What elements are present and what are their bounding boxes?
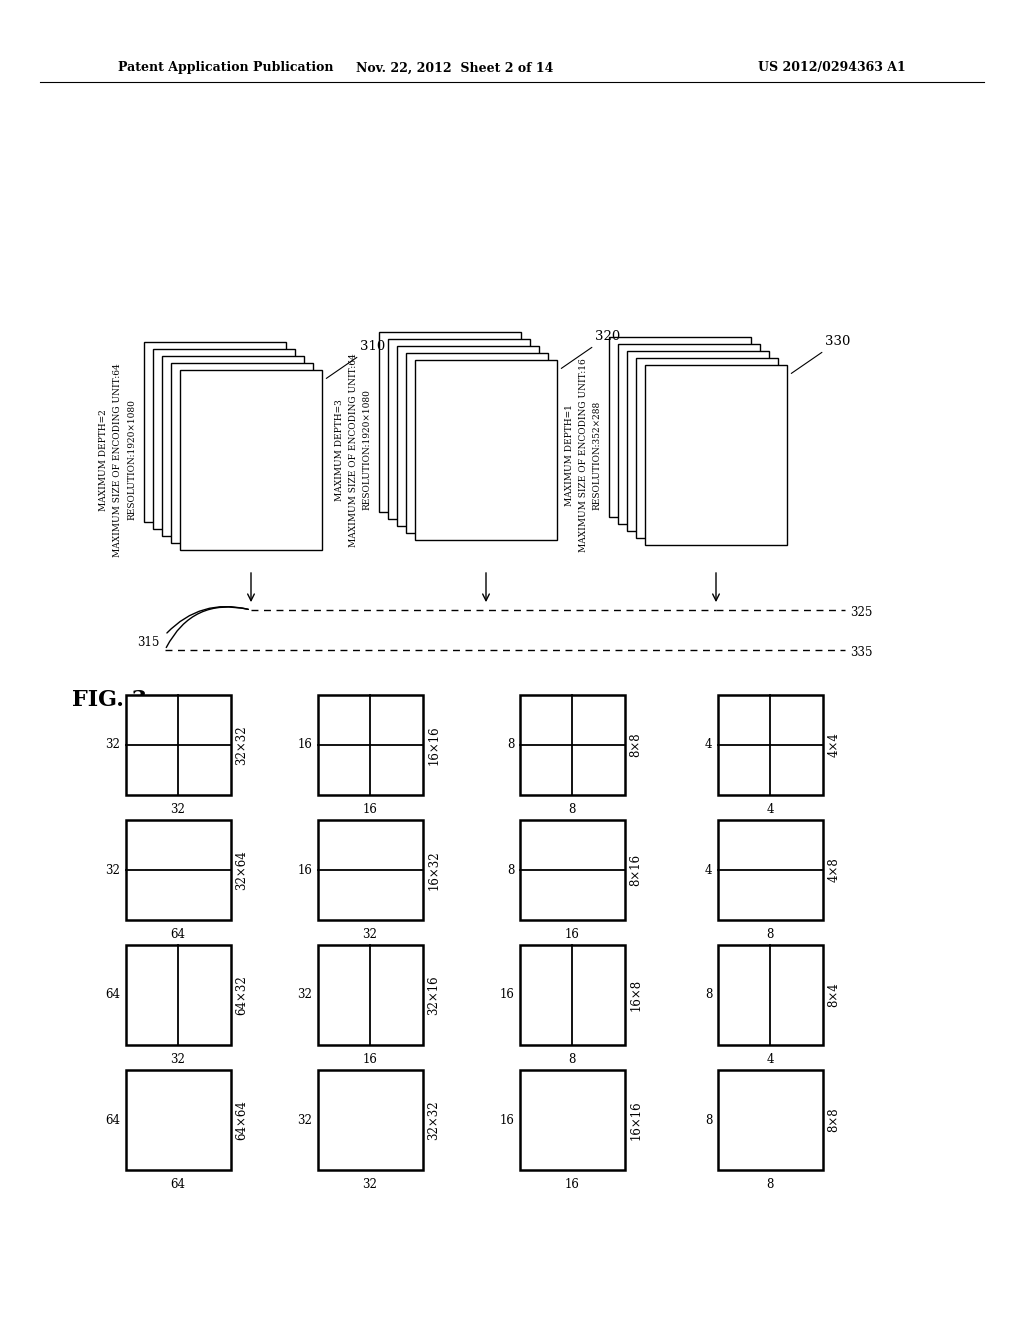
Bar — [317, 1071, 423, 1170]
Bar — [126, 1071, 230, 1170]
Text: 16: 16 — [362, 1053, 378, 1067]
Text: 64: 64 — [171, 928, 185, 941]
Bar — [718, 696, 822, 795]
Text: 310: 310 — [327, 341, 385, 379]
Bar — [519, 1071, 625, 1170]
Text: 4×8: 4×8 — [827, 858, 841, 882]
Bar — [519, 696, 625, 795]
Text: 32: 32 — [105, 738, 121, 751]
Text: 4: 4 — [705, 738, 713, 751]
Text: 32×32: 32×32 — [427, 1100, 440, 1139]
Text: 4: 4 — [766, 1053, 774, 1067]
Text: 8×16: 8×16 — [630, 854, 642, 886]
Bar — [627, 351, 769, 531]
Text: RESOLUTION:1920×1080: RESOLUTION:1920×1080 — [362, 389, 372, 511]
Text: 16: 16 — [298, 738, 312, 751]
Text: 64×64: 64×64 — [236, 1100, 249, 1140]
Text: 32: 32 — [362, 928, 378, 941]
Text: 8×4: 8×4 — [827, 982, 841, 1007]
Text: 16×16: 16×16 — [630, 1100, 642, 1139]
Text: RESOLUTION:352×288: RESOLUTION:352×288 — [593, 400, 601, 510]
Text: US 2012/0294363 A1: US 2012/0294363 A1 — [758, 62, 906, 74]
Bar — [718, 1071, 822, 1170]
Text: 8: 8 — [706, 989, 713, 1002]
Text: MAXIMUM DEPTH=3: MAXIMUM DEPTH=3 — [335, 399, 343, 500]
Text: 4: 4 — [766, 803, 774, 816]
Bar — [519, 945, 625, 1045]
Bar — [645, 366, 787, 545]
Text: 64: 64 — [105, 1114, 121, 1126]
Bar — [406, 352, 548, 533]
Text: 8×8: 8×8 — [827, 1107, 841, 1133]
Text: 8: 8 — [568, 803, 575, 816]
Text: Nov. 22, 2012  Sheet 2 of 14: Nov. 22, 2012 Sheet 2 of 14 — [356, 62, 554, 74]
Bar — [397, 346, 539, 525]
Bar — [162, 356, 304, 536]
Text: 64×32: 64×32 — [236, 975, 249, 1015]
Text: 4: 4 — [705, 863, 713, 876]
Bar — [144, 342, 286, 521]
Text: 32: 32 — [362, 1177, 378, 1191]
Text: 8: 8 — [568, 1053, 575, 1067]
Bar — [317, 820, 423, 920]
Text: 32: 32 — [171, 1053, 185, 1067]
Text: 32: 32 — [298, 1114, 312, 1126]
Text: MAXIMUM SIZE OF ENCODING UNIT:64: MAXIMUM SIZE OF ENCODING UNIT:64 — [348, 354, 357, 546]
Text: 325: 325 — [850, 606, 872, 619]
Text: MAXIMUM SIZE OF ENCODING UNIT:64: MAXIMUM SIZE OF ENCODING UNIT:64 — [114, 363, 123, 557]
Text: 8: 8 — [507, 863, 514, 876]
Text: 16×8: 16×8 — [630, 979, 642, 1011]
Text: MAXIMUM SIZE OF ENCODING UNIT:16: MAXIMUM SIZE OF ENCODING UNIT:16 — [579, 358, 588, 552]
Text: RESOLUTION:1920×1080: RESOLUTION:1920×1080 — [128, 400, 136, 520]
Bar — [317, 696, 423, 795]
Text: 32×32: 32×32 — [236, 725, 249, 764]
Text: 8: 8 — [706, 1114, 713, 1126]
Text: 8×8: 8×8 — [630, 733, 642, 758]
Text: MAXIMUM DEPTH=2: MAXIMUM DEPTH=2 — [99, 409, 109, 511]
Bar — [636, 358, 778, 539]
Text: 32: 32 — [298, 989, 312, 1002]
Text: 32: 32 — [171, 803, 185, 816]
Text: 16: 16 — [500, 1114, 514, 1126]
Bar — [718, 945, 822, 1045]
Bar — [379, 333, 521, 512]
Bar — [171, 363, 313, 543]
Text: 64: 64 — [171, 1177, 185, 1191]
Text: 16: 16 — [564, 1177, 580, 1191]
Text: 8: 8 — [507, 738, 514, 751]
Text: 16×16: 16×16 — [427, 725, 440, 764]
Bar — [126, 820, 230, 920]
Text: Patent Application Publication: Patent Application Publication — [118, 62, 334, 74]
Text: 315: 315 — [137, 636, 160, 649]
Text: MAXIMUM DEPTH=1: MAXIMUM DEPTH=1 — [564, 404, 573, 506]
Text: 32×16: 32×16 — [427, 975, 440, 1015]
Text: 16×32: 16×32 — [427, 850, 440, 890]
Text: 335: 335 — [850, 645, 872, 659]
Text: 320: 320 — [561, 330, 621, 368]
Bar — [126, 696, 230, 795]
Text: 8: 8 — [766, 928, 774, 941]
Text: 16: 16 — [362, 803, 378, 816]
Bar — [180, 370, 322, 550]
Bar — [718, 820, 822, 920]
Bar — [609, 337, 751, 517]
Text: 64: 64 — [105, 989, 121, 1002]
Bar — [126, 945, 230, 1045]
Text: 32: 32 — [105, 863, 121, 876]
Text: 16: 16 — [564, 928, 580, 941]
Text: 32×64: 32×64 — [236, 850, 249, 890]
Text: 16: 16 — [500, 989, 514, 1002]
Text: FIG. 3: FIG. 3 — [73, 689, 147, 711]
Text: 8: 8 — [766, 1177, 774, 1191]
Bar — [153, 348, 295, 529]
Bar — [519, 820, 625, 920]
Bar — [618, 345, 760, 524]
Text: 330: 330 — [792, 335, 850, 374]
Bar — [415, 360, 557, 540]
Text: 16: 16 — [298, 863, 312, 876]
Bar — [388, 339, 530, 519]
Text: 4×4: 4×4 — [827, 733, 841, 758]
Bar — [317, 945, 423, 1045]
